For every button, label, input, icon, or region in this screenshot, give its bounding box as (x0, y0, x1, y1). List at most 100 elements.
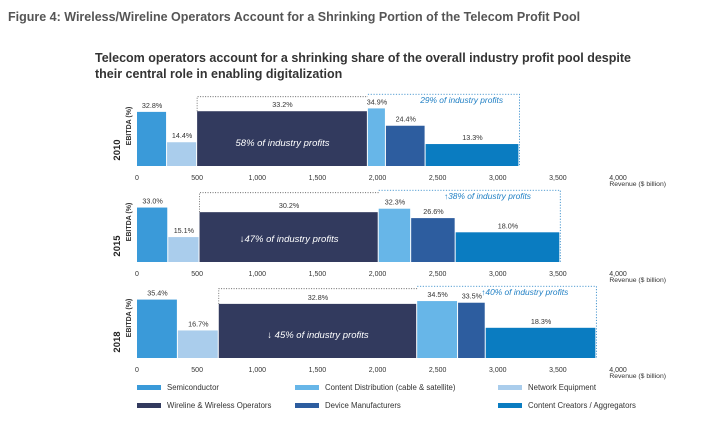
legend-item-content-creators-aggregators: Content Creators / Aggregators (498, 401, 636, 410)
x-tick-label: 1,000 (248, 367, 266, 374)
data-label-content-creators-aggregators: 18.3% (531, 317, 552, 326)
x-tick-label: 1,500 (309, 271, 327, 278)
panel-year-label: 2018 (112, 331, 123, 352)
bar-device-manufacturers (458, 302, 485, 358)
bar-wireline-wireless-operators (199, 212, 378, 262)
x-tick-label: 2,000 (369, 367, 387, 374)
data-label-network-equipment: 14.4% (172, 131, 193, 140)
other-share-label: 29% of industry profits (419, 95, 504, 105)
legend-item-semiconductor: Semiconductor (137, 383, 219, 392)
bar-content-distribution (417, 301, 458, 358)
bar-content-creators-aggregators (425, 144, 519, 166)
panel-year-label: 2015 (112, 235, 123, 257)
legend-swatch (295, 403, 319, 408)
bar-network-equipment (168, 237, 199, 262)
data-label-semiconductor: 35.4% (147, 289, 168, 298)
x-tick-label: 1,000 (248, 271, 266, 278)
x-tick-label: 4,000 (609, 175, 627, 182)
x-axis-label: Revenue ($ billion) (609, 181, 666, 188)
x-tick-label: 4,000 (609, 367, 627, 374)
bar-wireline-wireless-operators (218, 303, 417, 358)
x-tick-label: 2,500 (429, 271, 447, 278)
legend-item-network-equipment: Network Equipment (498, 383, 597, 392)
data-label-network-equipment: 16.7% (188, 319, 209, 328)
legend-item-device-manufacturers: Device Manufacturers (295, 401, 401, 410)
data-label-network-equipment: 15.1% (174, 226, 195, 235)
x-tick-label: 2,000 (369, 271, 387, 278)
legend-item-content-distribution: Content Distribution (cable & satellite) (295, 383, 456, 392)
data-label-content-distribution: 34.9% (367, 97, 388, 106)
operator-bracket (218, 288, 418, 304)
data-label-content-distribution: 34.5% (427, 290, 448, 299)
x-tick-label: 4,000 (609, 271, 627, 278)
y-axis-label: EBITDA (%) (126, 203, 133, 242)
legend-label: Content Creators / Aggregators (528, 401, 636, 410)
operator-bracket (196, 96, 368, 112)
bar-wireline-wireless-operators (197, 111, 367, 166)
bar-content-distribution (367, 108, 385, 166)
legend-swatch (498, 385, 522, 390)
legend-swatch (137, 385, 161, 390)
bar-device-manufacturers (385, 125, 425, 166)
data-label-device-manufacturers: 24.4% (396, 115, 417, 124)
x-tick-label: 0 (135, 367, 139, 374)
legend-item-wireline-wireless-operators: Wireline & Wireless Operators (137, 401, 272, 410)
x-axis-label: Revenue ($ billion) (609, 277, 666, 284)
data-label-wireline-wireless-operators: 30.2% (279, 201, 300, 210)
bar-semiconductor (137, 207, 168, 262)
x-axis: 0 500 1,000 1,500 2,000 2,500 3,000 3,500 4,000R… (135, 271, 666, 284)
figure-title: Figure 4: Wireless/Wireline Operators Ac… (8, 10, 580, 24)
operator-share-label: ↓ 45% of industry profits (267, 330, 369, 341)
other-share-label: ↑38% of industry profits (444, 191, 532, 201)
y-axis-label: EBITDA (%) (126, 107, 133, 146)
data-label-device-manufacturers: 33.5% (462, 292, 483, 301)
data-label-content-creators-aggregators: 18.0% (498, 221, 519, 230)
legend-label: Semiconductor (167, 383, 219, 392)
x-tick-label: 3,000 (489, 175, 507, 182)
legend-swatch (295, 385, 319, 390)
data-label-wireline-wireless-operators: 32.8% (308, 293, 329, 302)
legend-label: Device Manufacturers (325, 401, 401, 410)
x-tick-label: 500 (191, 271, 203, 278)
x-tick-label: 1,500 (309, 367, 327, 374)
x-tick-label: 0 (135, 271, 139, 278)
panel-year-label: 2010 (112, 139, 123, 160)
subtitle-line-2: their central role in enabling digitaliz… (95, 67, 342, 81)
operator-share-label: 58% of industry profits (236, 138, 330, 149)
subtitle-line-1: Telecom operators account for a shrinkin… (95, 51, 631, 65)
x-tick-label: 1,000 (248, 175, 266, 182)
x-tick-label: 3,000 (489, 271, 507, 278)
x-tick-label: 1,500 (309, 175, 327, 182)
x-axis: 0 500 1,000 1,500 2,000 2,500 3,000 3,500 4,000R… (135, 175, 666, 188)
bar-content-distribution (378, 208, 411, 262)
legend-label: Network Equipment (528, 383, 597, 392)
other-share-box (367, 93, 520, 166)
data-label-device-manufacturers: 26.6% (423, 207, 444, 216)
bar-semiconductor (137, 111, 167, 166)
bar-network-equipment (167, 142, 197, 166)
x-tick-label: 2,500 (429, 367, 447, 374)
x-tick-label: 500 (191, 367, 203, 374)
x-axis: 0 500 1,000 1,500 2,000 2,500 3,000 3,500 4,000R… (135, 367, 666, 380)
data-label-wireline-wireless-operators: 33.2% (272, 100, 293, 109)
x-tick-label: 3,500 (549, 271, 567, 278)
other-share-box (417, 285, 597, 358)
x-tick-label: 3,000 (489, 367, 507, 374)
data-label-semiconductor: 32.8% (142, 101, 163, 110)
bar-device-manufacturers (411, 218, 455, 262)
legend-swatch (498, 403, 522, 408)
y-axis-label: EBITDA (%) (126, 299, 133, 338)
x-tick-label: 2,000 (369, 175, 387, 182)
x-tick-label: 3,500 (549, 175, 567, 182)
legend-swatch (137, 403, 161, 408)
operator-share-label: ↓47% of industry profits (240, 234, 339, 245)
other-share-label: ↑40% of industry profits (481, 287, 569, 297)
legend: Semiconductor Content Distribution (cable… (137, 383, 636, 410)
x-tick-label: 2,500 (429, 175, 447, 182)
bar-content-creators-aggregators (485, 327, 596, 358)
